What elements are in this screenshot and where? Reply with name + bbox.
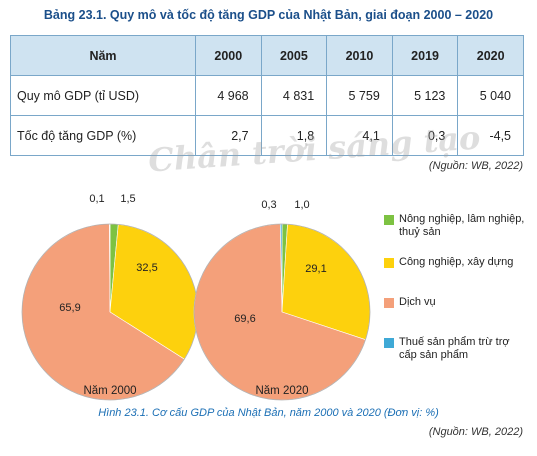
- legend-swatch-product-tax: [384, 338, 394, 348]
- table-cell: 4 831: [260, 75, 328, 116]
- legend-swatch-industry: [384, 258, 394, 268]
- legend-swatch-agriculture: [384, 215, 394, 225]
- table-cell: 5 123: [391, 75, 459, 116]
- row-label-gdp-size: Quy mô GDP (tỉ USD): [10, 75, 196, 116]
- legend-item-services: Dịch vụ: [384, 296, 529, 309]
- legend-swatch-services: [384, 298, 394, 308]
- table-row: Tốc độ tăng GDP (%) 2,7 1,8 4,1 0,3 -4,5: [10, 115, 524, 156]
- header-cell-2010: 2010: [326, 35, 393, 76]
- header-cell-2005: 2005: [260, 35, 328, 76]
- table-title: Bảng 23.1. Quy mô và tốc độ tăng GDP của…: [43, 8, 494, 22]
- slice-value-label: 69,6: [234, 313, 255, 325]
- table-header-row: Năm 2000 2005 2010 2019 2020: [10, 35, 524, 76]
- slice-value-label: 29,1: [305, 263, 326, 275]
- slice-value-label: 0,1: [89, 193, 104, 205]
- slice-value-label: 1,0: [294, 199, 309, 211]
- table-cell: 2,7: [195, 115, 262, 156]
- table-cell: 4 968: [195, 75, 262, 116]
- table-cell: 1,8: [260, 115, 328, 156]
- slice-value-label: 32,5: [136, 262, 157, 274]
- table-cell: 5 040: [457, 75, 524, 116]
- gdp-table: Năm 2000 2005 2010 2019 2020 Quy mô GDP …: [10, 35, 524, 156]
- slice-value-label: 1,5: [120, 193, 135, 205]
- pie-charts: 1,5 32,5 65,9 0,1 Năm 2000 1,0 29,1 69,6 0,3 Năm …: [21, 193, 371, 401]
- pie-title: Năm 2020: [255, 385, 308, 397]
- legend-item-agriculture: Nông nghiệp, lâm nghiệp, thuỷ sản: [384, 213, 529, 239]
- legend-item-product-tax: Thuế sản phẩm trừ trợ cấp sản phẩm: [384, 336, 529, 362]
- chart-source: (Nguồn: WB, 2022): [428, 426, 523, 438]
- header-cell-2000: 2000: [195, 35, 262, 76]
- table-cell: 0,3: [391, 115, 459, 156]
- pie-title: Năm 2000: [83, 385, 136, 397]
- table-cell: 5 759: [326, 75, 393, 116]
- pie-outline: [193, 223, 371, 401]
- table-cell: -4,5: [457, 115, 524, 156]
- legend-item-industry: Công nghiệp, xây dựng: [384, 256, 529, 269]
- header-cell-year: Năm: [10, 35, 196, 76]
- legend-label: Nông nghiệp, lâm nghiệp, thuỷ sản: [399, 213, 525, 238]
- slice-value-label: 0,3: [261, 199, 276, 211]
- slice-value-label: 65,9: [59, 302, 80, 314]
- legend-label: Dịch vụ: [399, 296, 436, 308]
- header-cell-2019: 2019: [391, 35, 459, 76]
- legend-label: Thuế sản phẩm trừ trợ cấp sản phẩm: [399, 336, 510, 361]
- figure-caption: Hình 23.1. Cơ cấu GDP của Nhật Bản, năm …: [98, 407, 439, 419]
- table-row: Quy mô GDP (tỉ USD) 4 968 4 831 5 759 5 …: [10, 75, 524, 116]
- table-source: (Nguồn: WB, 2022): [428, 160, 523, 172]
- legend-label: Công nghiệp, xây dựng: [399, 256, 514, 268]
- header-cell-2020: 2020: [457, 35, 524, 76]
- row-label-gdp-growth: Tốc độ tăng GDP (%): [10, 115, 196, 156]
